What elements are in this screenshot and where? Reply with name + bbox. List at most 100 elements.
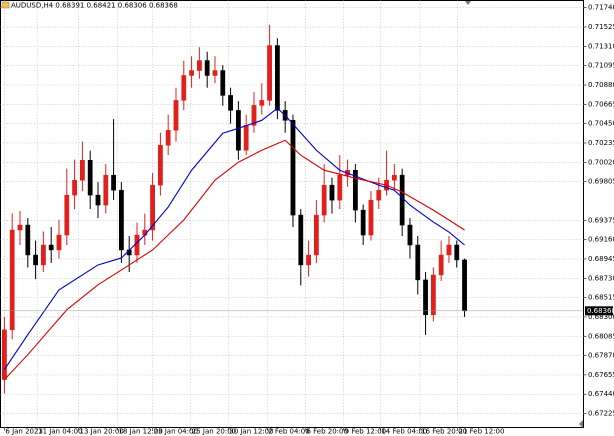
candle-body [228, 95, 233, 111]
candle-body [454, 244, 460, 261]
candle-body [259, 100, 265, 106]
candle-body [267, 45, 272, 101]
candle-body [204, 60, 210, 76]
candle-body [25, 224, 31, 256]
x-tick-label: 21 Feb 12:00 [459, 428, 505, 436]
x-tick-label: 16 Feb 20:00 [421, 428, 467, 436]
candle-body [111, 174, 116, 191]
candle-body [376, 189, 382, 201]
candle-body [17, 224, 23, 231]
chart-title: AUDUSD,H4 0.68391 0.68421 0.68306 0.6836… [11, 2, 178, 10]
candle-body [72, 179, 77, 196]
y-tick-label: 0.70665 [588, 100, 614, 108]
shift-marker [465, 1, 471, 5]
candle-body [438, 254, 444, 276]
candle-body [368, 199, 374, 236]
symbol-icon [1, 1, 10, 9]
moving-average-line [3, 139, 465, 380]
candle-body [95, 194, 101, 206]
candle-body [298, 214, 304, 266]
marks [2, 24, 467, 394]
y-tick-label: 0.68945 [588, 255, 614, 263]
last-price-box [585, 306, 613, 316]
y-tick-label: 0.70235 [588, 139, 614, 147]
candle-body [391, 174, 397, 181]
last-price-label: 0.68368 [587, 307, 614, 315]
y-tick-label: 0.71525 [588, 23, 614, 31]
x-tick-label: 25 Jan 20:00 [192, 428, 236, 436]
candle-body [9, 229, 15, 331]
candle-body [56, 234, 62, 251]
y-tick-label: 0.67225 [588, 410, 614, 418]
candle-body [423, 279, 428, 316]
candle-body [329, 184, 335, 201]
candle-body [313, 214, 319, 256]
candle-body [243, 125, 249, 151]
scale-marker [579, 420, 583, 428]
candle-body [251, 105, 257, 126]
candle-body [321, 184, 327, 216]
candle-body [290, 120, 296, 216]
candle-body [220, 70, 226, 96]
candle-body [274, 45, 280, 111]
x-tick-label: 6 Feb 20:00 [306, 428, 347, 436]
candle-body [157, 144, 163, 186]
candle-body [462, 259, 467, 312]
x-tick-label: 6 Jan 2023 [5, 428, 43, 436]
candle-body [407, 224, 413, 246]
candle-body [352, 169, 358, 211]
candle-body [48, 244, 54, 251]
candle-body [165, 130, 171, 146]
candle-body [103, 174, 109, 206]
candle-body [2, 329, 7, 380]
x-tick-label: 23 Jan 04:00 [154, 428, 198, 436]
candle-body [337, 174, 343, 201]
moving-average-line [3, 107, 465, 370]
candle-body [196, 60, 202, 71]
y-tick-label: 0.67655 [588, 371, 614, 379]
candle-body [430, 274, 436, 316]
x-tick-label: 2 Feb 04:00 [268, 428, 309, 436]
x-tick-label: 11 Jan 04:00 [38, 428, 82, 436]
y-tick-label: 0.71095 [588, 62, 614, 70]
y-tick-label: 0.68515 [588, 294, 614, 302]
x-tick-label: 18 Jan 12:00 [118, 428, 162, 436]
candle-body [150, 184, 155, 231]
candle-body [87, 159, 93, 196]
candle-body [360, 209, 366, 236]
candle-body [189, 70, 194, 76]
x-tick-label: 13 Jan 20:00 [79, 428, 123, 436]
candle-body [173, 100, 179, 131]
candle-body [41, 244, 46, 266]
x-tick-label: 9 Feb 12:00 [345, 428, 386, 436]
candle-body [64, 194, 70, 236]
candle-body [446, 244, 452, 256]
y-tick-label: 0.69805 [588, 178, 614, 186]
x-tick-label: 14 Feb 04:00 [381, 428, 427, 436]
candle-body [79, 159, 85, 181]
x-tick-label: 30 Jan 12:00 [229, 428, 273, 436]
candle-body [306, 254, 311, 266]
candle-body [235, 110, 241, 151]
candle-body [399, 174, 405, 226]
y-tick-label: 0.69375 [588, 216, 614, 224]
y-tick-label: 0.68085 [588, 332, 614, 340]
candle-body [212, 70, 218, 76]
candle-body [134, 234, 140, 256]
candle-body [118, 189, 124, 251]
candle-body [415, 244, 421, 281]
candle-body [181, 75, 187, 101]
candle-body [33, 254, 38, 266]
